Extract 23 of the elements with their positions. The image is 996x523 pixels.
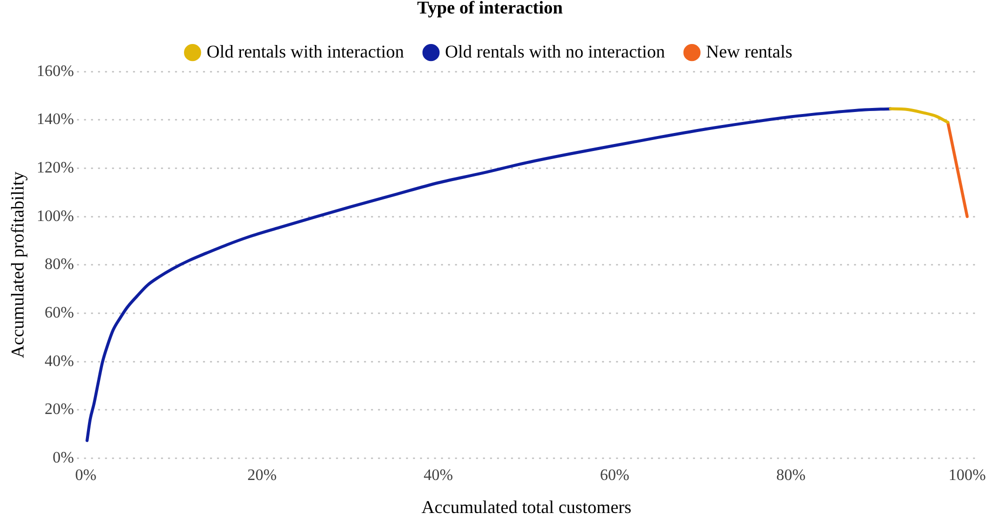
x-tick-label: 100% <box>948 467 986 484</box>
y-tick-label: 140% <box>36 111 74 128</box>
y-tick-label: 120% <box>36 159 74 176</box>
legend-title: Type of interaction <box>417 0 563 18</box>
y-tick-label: 80% <box>44 256 74 274</box>
y-axis-title: Accumulated profitability <box>8 172 28 358</box>
x-tick-label: 40% <box>424 467 453 484</box>
x-axis-title: Accumulated total customers <box>421 496 632 517</box>
y-tick-label: 20% <box>44 401 74 418</box>
line-series <box>889 107 950 124</box>
x-tick-label: 20% <box>247 467 277 484</box>
x-tick-label: 0% <box>75 467 96 484</box>
y-tick-label: 40% <box>44 352 74 370</box>
legend-label: Old rentals with no interaction <box>445 41 665 62</box>
y-tick-label: 0% <box>52 449 74 466</box>
legend-label: Old rentals with interaction <box>206 41 404 62</box>
x-tick-label: 60% <box>600 467 630 484</box>
legend-label: New rentals <box>706 41 792 62</box>
y-tick-label: 100% <box>36 208 74 225</box>
y-tick-label: 160% <box>36 62 74 80</box>
x-tick-label: 80% <box>776 467 806 484</box>
y-tick-label: 60% <box>44 304 74 322</box>
line-series <box>86 107 892 442</box>
